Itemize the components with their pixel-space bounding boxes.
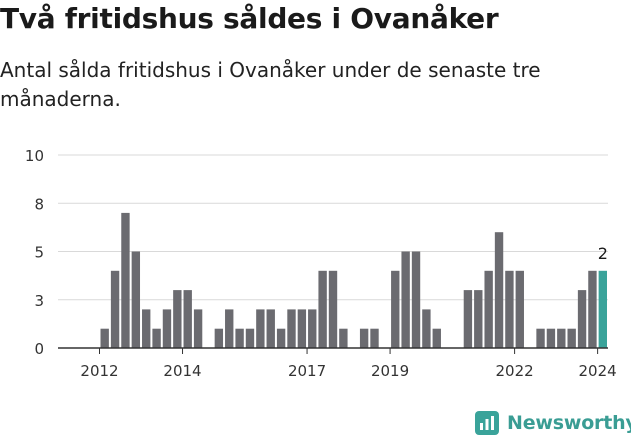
bar: [142, 309, 151, 348]
x-tick-label: 2014: [163, 362, 201, 380]
bar: [484, 270, 493, 348]
bar: [494, 232, 504, 348]
bar: [505, 270, 514, 348]
y-tick-label: 0: [34, 340, 44, 358]
bar: [546, 328, 556, 348]
highlight-value-label: 2: [598, 244, 608, 263]
bar: [193, 309, 203, 348]
y-tick-label: 10: [25, 147, 44, 165]
bar: [183, 290, 192, 348]
page-title: Två fritidshus såldes i Ovanåker: [0, 2, 499, 35]
bar: [474, 290, 483, 348]
bar: [515, 270, 524, 348]
x-tick-label: 2024: [579, 362, 617, 380]
y-tick-label: 3: [34, 292, 44, 310]
bar: [297, 309, 307, 348]
bar: [287, 309, 296, 348]
bar: [577, 290, 587, 348]
y-tick-label: 8: [34, 195, 44, 213]
bar: [557, 328, 566, 348]
bar: [411, 251, 421, 348]
y-tick-label: 5: [34, 244, 44, 262]
x-tick-label: 2012: [80, 362, 118, 380]
bar: [100, 328, 109, 348]
bar: [432, 328, 441, 348]
x-tick-label: 2022: [496, 362, 534, 380]
bar: [536, 328, 545, 348]
page-subtitle: Antal sålda fritidshus i Ovanåker under …: [0, 58, 541, 111]
bar: [359, 328, 369, 348]
bar: [256, 309, 265, 348]
bar: [370, 328, 379, 348]
bar: [588, 270, 597, 348]
brand-name: Newsworthy: [507, 412, 631, 434]
bar: [214, 328, 224, 348]
bar: [339, 328, 348, 348]
bar: [276, 328, 286, 348]
newsworthy-logo-icon: [475, 411, 499, 435]
bar: [567, 328, 576, 348]
bar: [391, 270, 400, 348]
annotations: 2: [598, 244, 608, 263]
bar: [308, 309, 317, 348]
bar: [318, 270, 327, 348]
bar: [225, 309, 234, 348]
bar: [422, 309, 431, 348]
bar: [121, 212, 130, 348]
x-tick-label: 2019: [371, 362, 409, 380]
bar: [173, 290, 182, 348]
bar: [110, 270, 120, 348]
brand-logo[interactable]: Newsworthy: [475, 408, 631, 438]
bar: [162, 309, 172, 348]
bar: [266, 309, 275, 348]
x-tick-label: 2017: [288, 362, 326, 380]
bars: [100, 212, 607, 348]
bar: [131, 251, 141, 348]
bar: [152, 328, 161, 348]
x-axis: 2012 2014 2017 2019 2022 2024: [58, 347, 617, 380]
bar: [463, 290, 473, 348]
bar: [401, 251, 410, 348]
bar: [328, 270, 338, 348]
bar: [235, 328, 244, 348]
y-tick-labels: 0 3 5 8 10: [25, 147, 44, 358]
bar: [245, 328, 255, 348]
bar-highlight: [598, 270, 607, 348]
